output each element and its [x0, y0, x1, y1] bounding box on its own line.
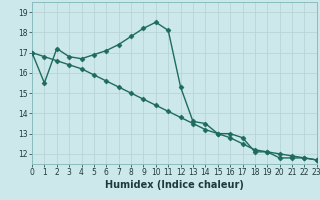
X-axis label: Humidex (Indice chaleur): Humidex (Indice chaleur) — [105, 180, 244, 190]
